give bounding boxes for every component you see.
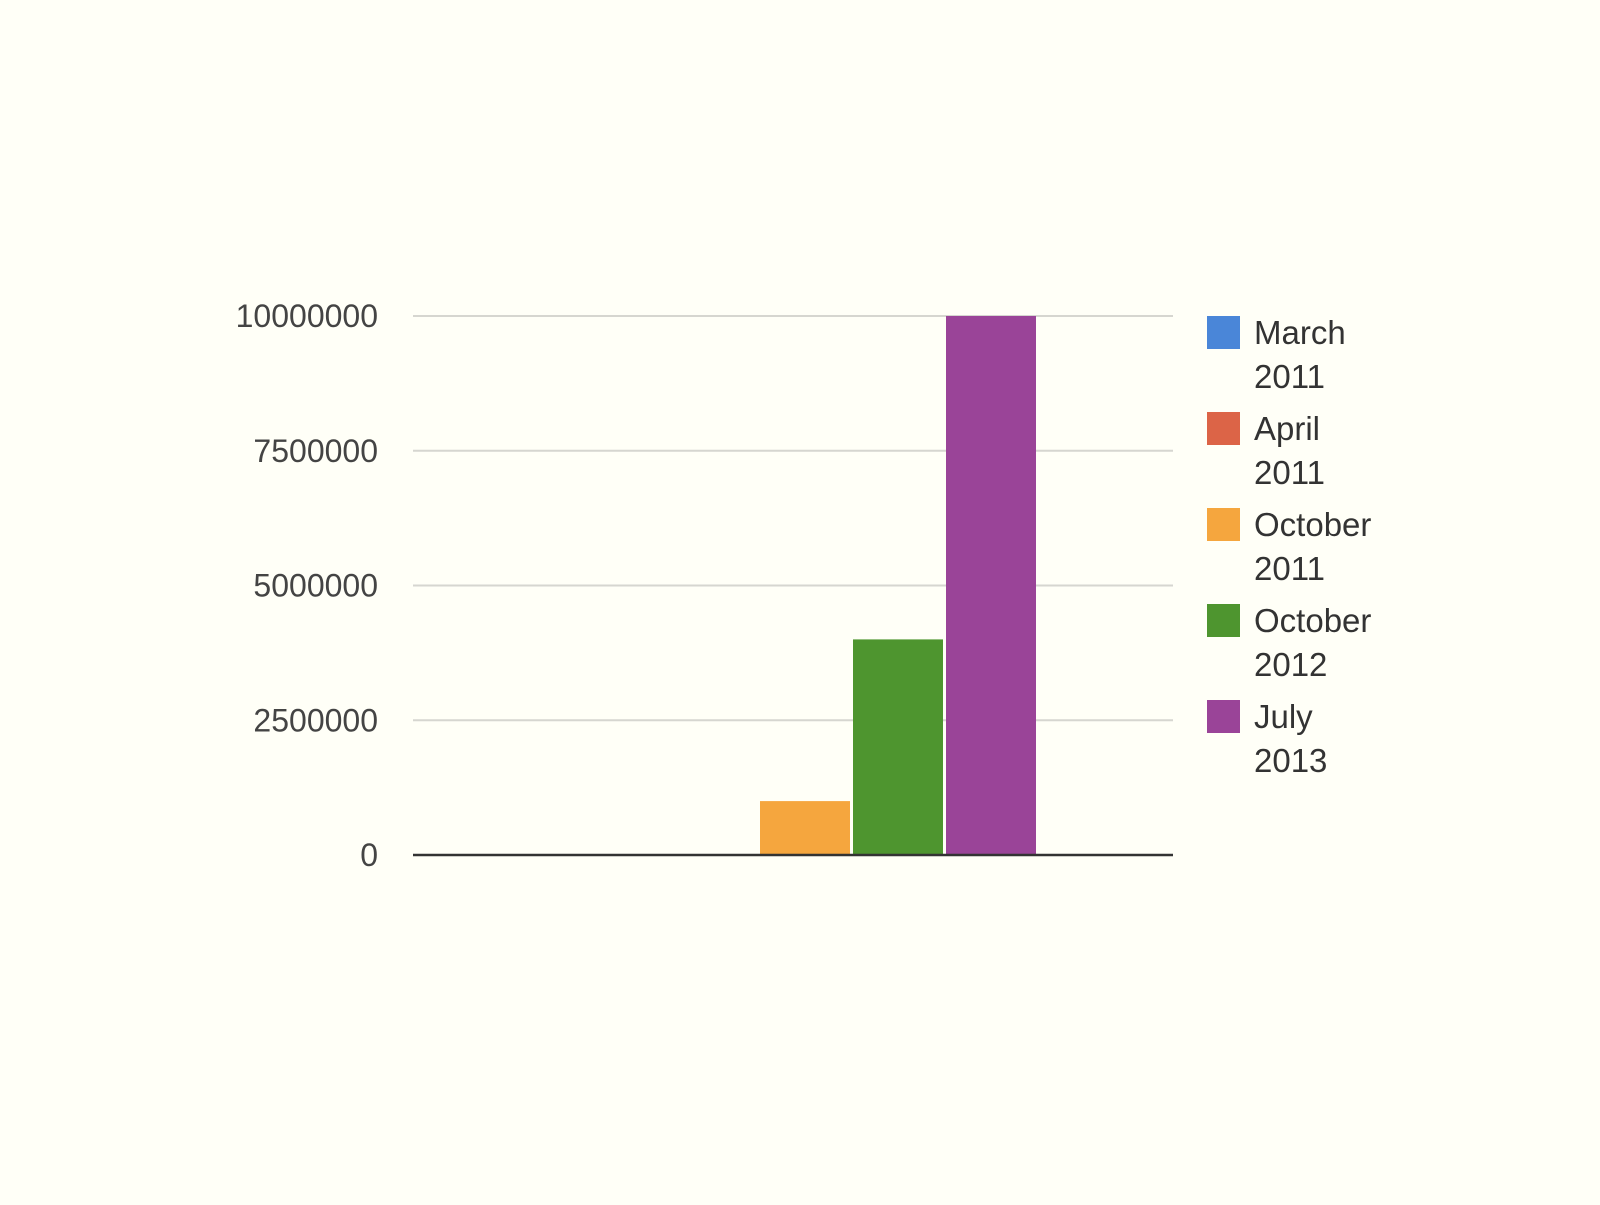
legend-label: 2011 <box>1254 550 1325 587</box>
legend-swatch <box>1207 316 1240 349</box>
legend-swatch <box>1207 700 1240 733</box>
legend-item-october-2012: October 2012 <box>1207 602 1371 683</box>
legend-label: July <box>1254 698 1313 735</box>
y-tick-label: 10000000 <box>236 298 378 334</box>
legend-item-april-2011: April 2011 <box>1207 410 1325 491</box>
legend-swatch <box>1207 508 1240 541</box>
legend-label: March <box>1254 314 1346 351</box>
legend-label: April <box>1254 410 1320 447</box>
legend-label: 2011 <box>1254 358 1325 395</box>
y-tick-label: 5000000 <box>253 568 378 604</box>
legend-label: October <box>1254 602 1371 639</box>
gridlines <box>413 315 1173 722</box>
y-axis-ticks: 0 2500000 5000000 7500000 10000000 <box>236 298 378 873</box>
legend-label: 2012 <box>1254 646 1327 683</box>
legend-swatch <box>1207 604 1240 637</box>
legend-swatch <box>1207 412 1240 445</box>
bar-october-2011 <box>760 801 850 855</box>
legend-label: October <box>1254 506 1371 543</box>
bar-october-2012 <box>853 639 943 855</box>
legend-item-july-2013: July 2013 <box>1207 698 1327 779</box>
legend-label: 2011 <box>1254 454 1325 491</box>
legend-label: 2013 <box>1254 742 1327 779</box>
legend: March 2011 April 2011 October 2011 October 2012… <box>1207 314 1371 779</box>
bars <box>760 316 1036 855</box>
legend-item-october-2011: October 2011 <box>1207 506 1371 587</box>
legend-item-march-2011: March 2011 <box>1207 314 1346 395</box>
bar-july-2013 <box>946 316 1036 855</box>
y-tick-label: 7500000 <box>253 433 378 469</box>
y-tick-label: 0 <box>360 837 378 873</box>
y-tick-label: 2500000 <box>253 702 378 738</box>
